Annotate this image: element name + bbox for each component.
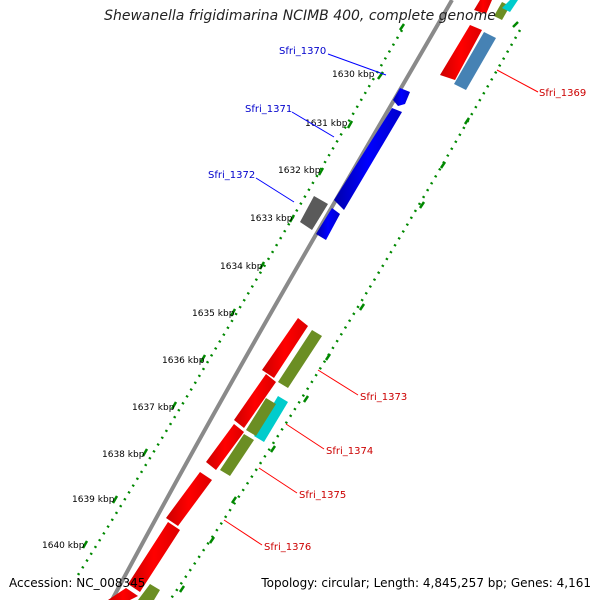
- forward-genes: [300, 88, 410, 240]
- gene-label-sfri-1373[interactable]: Sfri_1373: [360, 392, 407, 403]
- gene-sfri-1372[interactable]: [316, 208, 340, 240]
- feature-cyan-1[interactable]: [254, 396, 288, 442]
- gene-red-1[interactable]: [262, 318, 308, 378]
- gene-label-sfri-1375[interactable]: Sfri_1375: [299, 490, 346, 501]
- tick-label: 1632 kbp: [278, 166, 321, 176]
- tick-labels: 1630 kbp 1631 kbp 1632 kbp 1633 kbp 1634…: [42, 70, 375, 551]
- tick-label: 1633 kbp: [250, 214, 293, 224]
- tick-label: 1637 kbp: [132, 403, 175, 413]
- tick-label: 1631 kbp: [305, 119, 348, 129]
- leader-sfri-1376: [223, 519, 263, 546]
- tick-ring: [76, 29, 404, 576]
- tick-label: 1639 kbp: [72, 495, 115, 505]
- topology-label: Topology: circular; Length: 4,845,257 bp…: [261, 576, 591, 590]
- tick-label: 1640 kbp: [42, 541, 85, 551]
- reverse-genes: [108, 0, 492, 600]
- accession-label: Accession: NC_008345: [9, 576, 146, 590]
- leader-sfri-1370: [327, 53, 387, 76]
- gene-red-5[interactable]: [128, 522, 180, 592]
- leader-sfri-1369: [496, 69, 539, 93]
- feature-olive-2[interactable]: [246, 398, 276, 436]
- gene-red-6[interactable]: [108, 588, 138, 600]
- outer-ring: [168, 29, 522, 600]
- gene-label-sfri-1371[interactable]: Sfri_1371: [245, 104, 292, 115]
- other-features: [138, 0, 518, 600]
- leader-sfri-1373: [317, 369, 359, 396]
- leader-sfri-1371: [291, 111, 335, 138]
- gene-label-sfri-1376[interactable]: Sfri_1376: [264, 542, 311, 553]
- gene-red-top-1[interactable]: [440, 25, 482, 80]
- gene-red-top-2[interactable]: [474, 0, 492, 14]
- tick-label: 1638 kbp: [102, 450, 145, 460]
- feature-olive-3[interactable]: [220, 434, 254, 476]
- tick-label: 1635 kbp: [192, 309, 235, 319]
- gene-label-sfri-1372[interactable]: Sfri_1372: [208, 170, 255, 181]
- gene-sfri-1371[interactable]: [334, 108, 402, 210]
- feature-cyan-top[interactable]: [502, 0, 518, 12]
- tick-label: 1630 kbp: [332, 70, 375, 80]
- leader-sfri-1375: [258, 467, 298, 494]
- gene-sfri-1370[interactable]: [393, 88, 410, 106]
- feature-olive-4[interactable]: [138, 584, 160, 600]
- tick-label: 1634 kbp: [220, 262, 263, 272]
- feature-steelblue[interactable]: [454, 32, 496, 90]
- leader-sfri-1372: [255, 177, 295, 203]
- leader-sfri-1374: [285, 423, 325, 450]
- gene-gray[interactable]: [300, 196, 328, 230]
- gene-red-3[interactable]: [206, 424, 244, 470]
- gene-red-2[interactable]: [234, 374, 276, 428]
- gene-label-sfri-1374[interactable]: Sfri_1374: [326, 446, 373, 457]
- leader-lines: [223, 53, 539, 546]
- gene-label-sfri-1369[interactable]: Sfri_1369: [539, 88, 586, 99]
- map-title: Shewanella frigidimarina NCIMB 400, comp…: [104, 8, 496, 24]
- gene-red-4[interactable]: [166, 472, 212, 526]
- tick-marks: [81, 21, 519, 593]
- tick-label: 1636 kbp: [162, 356, 205, 366]
- genome-backbone: [110, 0, 454, 600]
- feature-olive-1[interactable]: [278, 330, 322, 388]
- gene-label-sfri-1370[interactable]: Sfri_1370: [279, 46, 326, 57]
- gene-labels: Sfri_1370 Sfri_1371 Sfri_1372 Sfri_1369 …: [208, 46, 586, 553]
